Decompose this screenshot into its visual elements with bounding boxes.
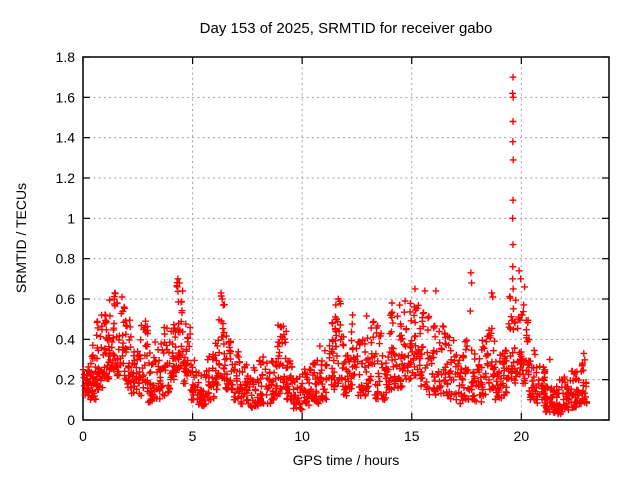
y-tick-label: 0.2 xyxy=(56,372,76,388)
y-tick-label: 0 xyxy=(67,412,75,428)
x-tick-label: 20 xyxy=(514,428,530,444)
x-tick-label: 15 xyxy=(404,428,420,444)
x-tick-label: 0 xyxy=(79,428,87,444)
x-tick-label: 10 xyxy=(294,428,310,444)
y-tick-label: 0.4 xyxy=(56,331,76,347)
y-tick-label: 0.8 xyxy=(56,251,76,267)
y-tick-label: 1.4 xyxy=(56,130,76,146)
y-tick-label: 1 xyxy=(67,210,75,226)
y-tick-label: 0.6 xyxy=(56,291,76,307)
axis-tick-marks xyxy=(82,56,609,421)
plot-border xyxy=(82,56,610,421)
data-points-srmtid xyxy=(80,73,591,418)
y-tick-label: 1.8 xyxy=(56,49,76,65)
x-axis-title: GPS time / hours xyxy=(292,452,400,468)
y-tick-label: 1.2 xyxy=(56,170,76,186)
chart-title: Day 153 of 2025, SRMTID for receiver gab… xyxy=(199,20,493,37)
y-tick-label: 1.6 xyxy=(56,89,76,105)
x-tick-label: 5 xyxy=(189,428,197,444)
